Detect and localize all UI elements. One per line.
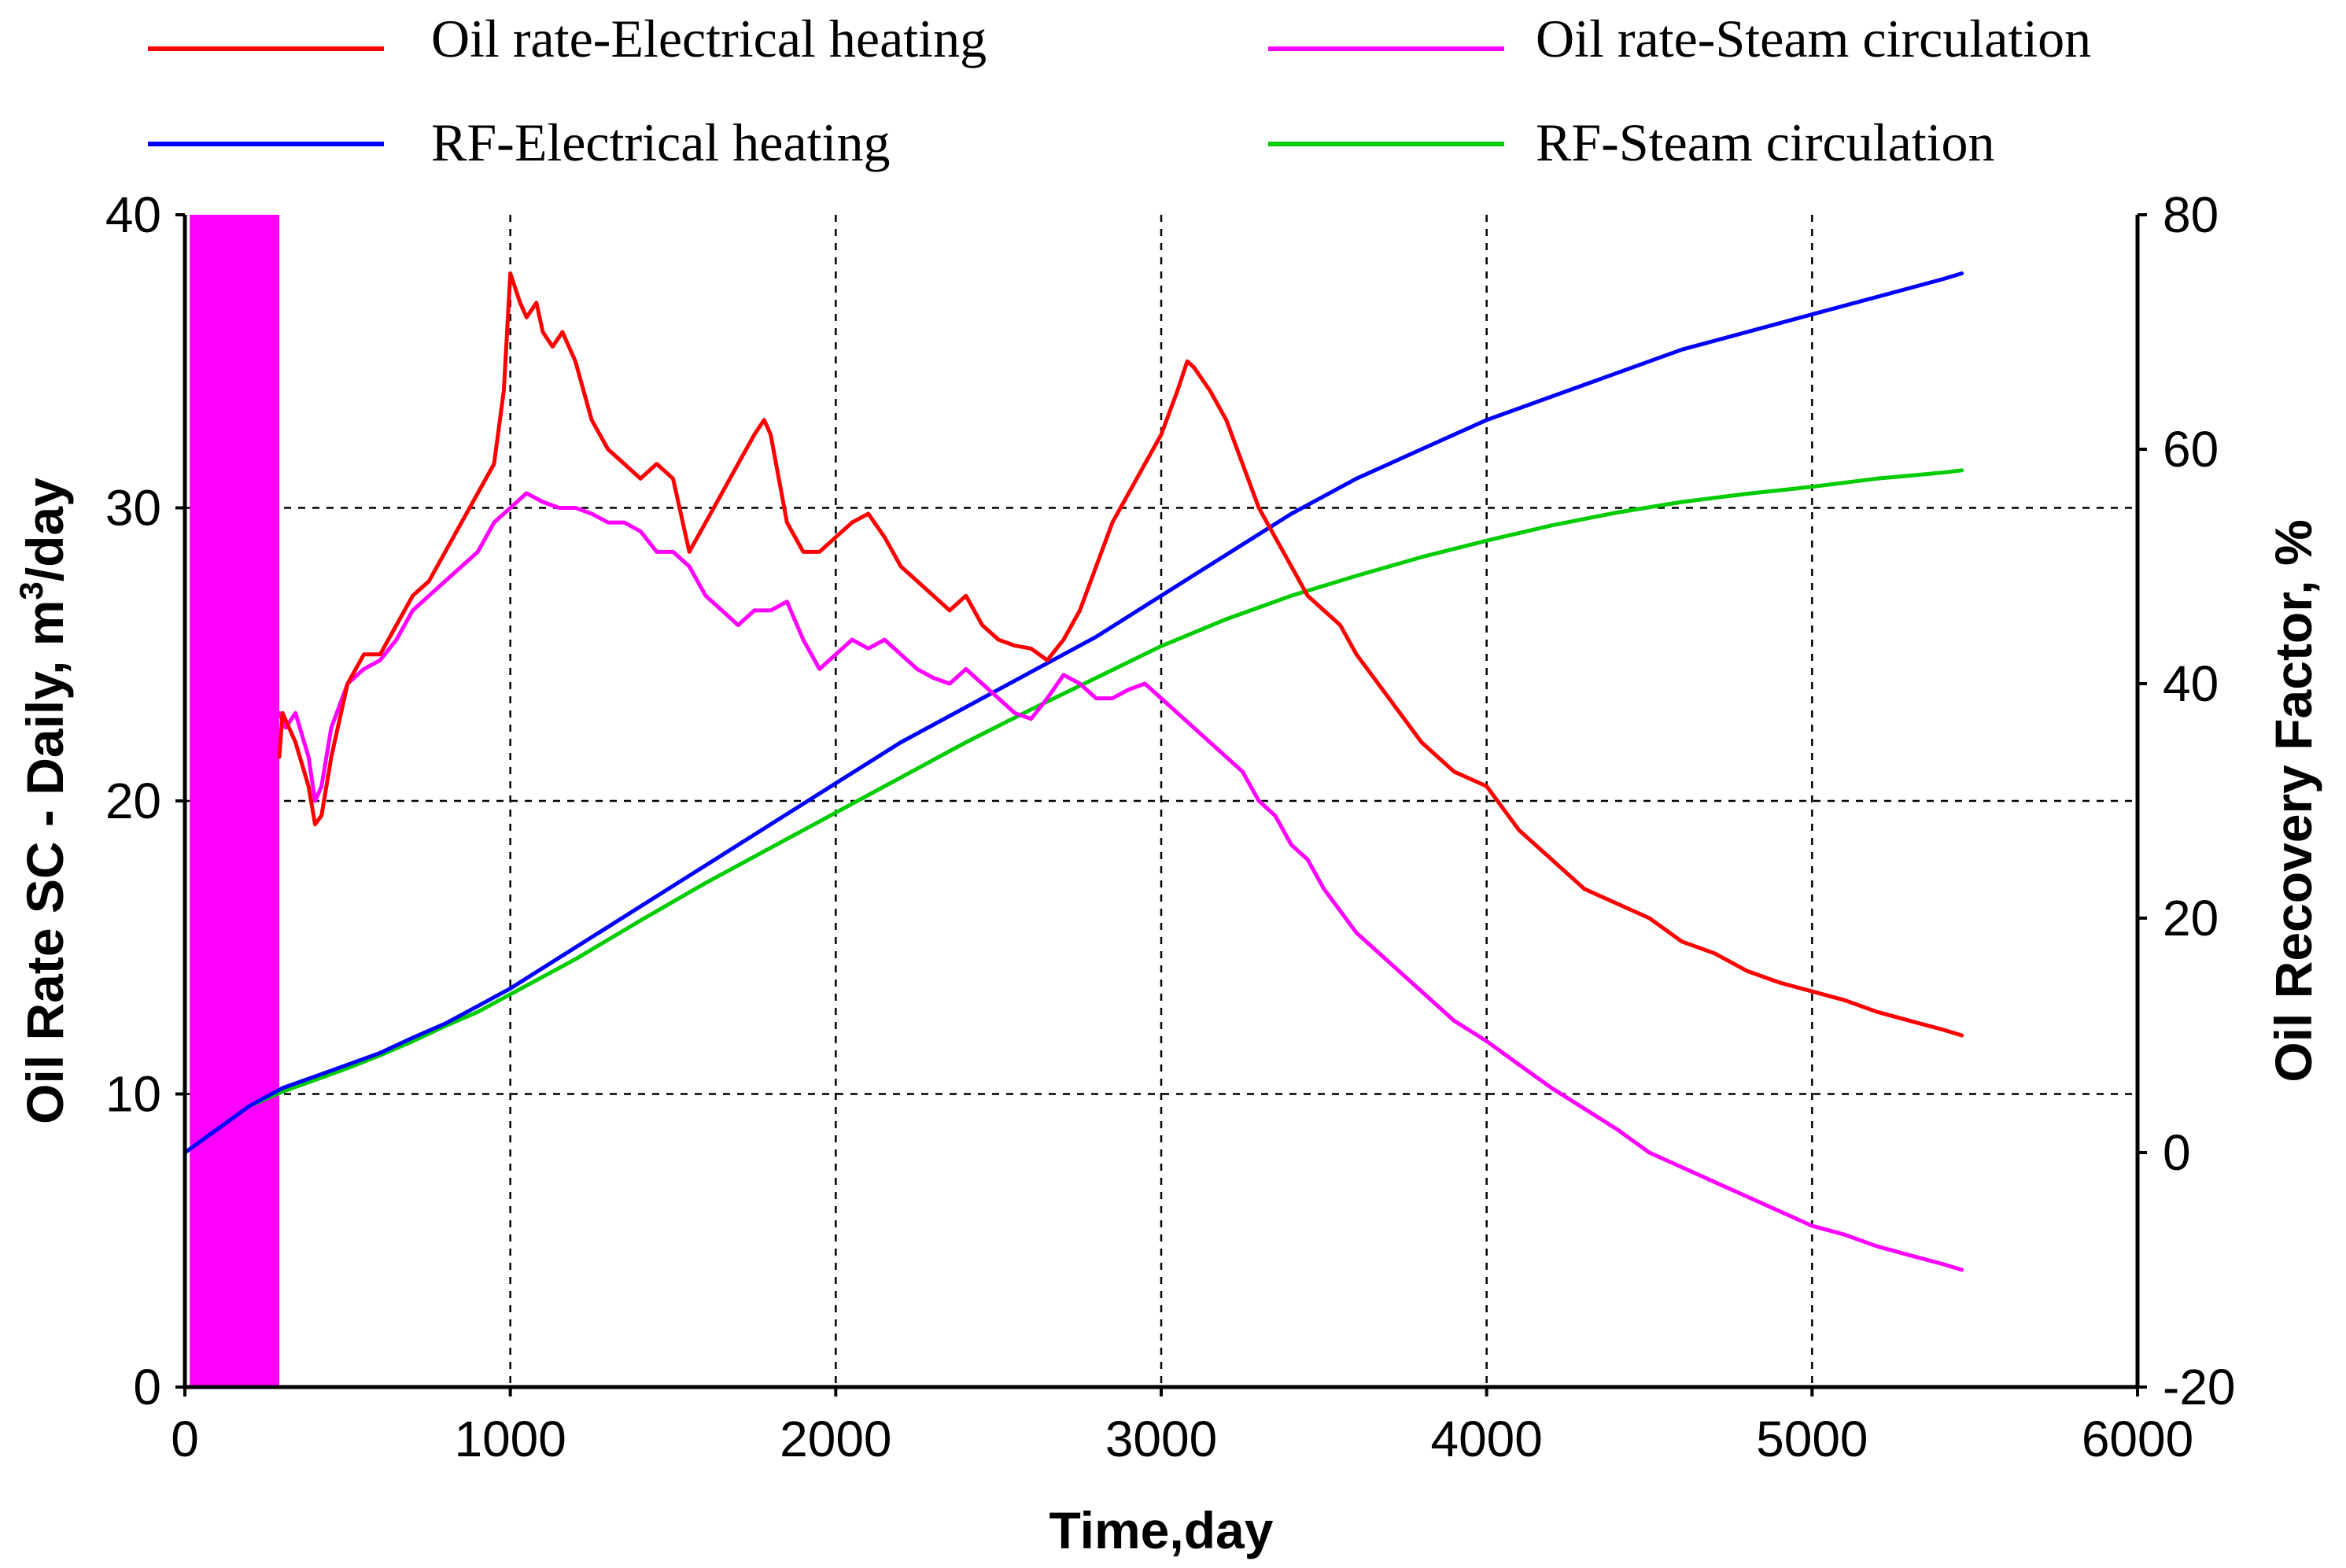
series-line-rf-steam-circulation [183,468,1964,1155]
x-tick-label: 3000 [1105,1411,1217,1467]
x-tick-label: 6000 [2082,1411,2193,1467]
tick-labels: 0 1000 2000 3000 4000 5000 6000 0 10 20 30 40 -20 0 20… [105,186,2236,1467]
y-right-tick-label: -20 [2163,1359,2236,1415]
x-tick-label: 2000 [780,1411,891,1467]
x-tick-label: 0 [171,1411,199,1467]
steam-warmup-oscillation [190,215,279,1387]
legend-label-oil-rate-steam: Oil rate-Steam circulation [1536,9,2091,68]
x-axis-title: Time,day [1049,1501,1274,1559]
y-right-tick-label: 0 [2163,1124,2191,1181]
y-axis-left-title: Oil Rate SC - Daily, m3/day [13,478,74,1124]
x-tick-label: 1000 [454,1411,566,1467]
series-line-oil-rate-steam-circulation [277,491,1964,1272]
series-line-rf-electrical-heating [183,271,1964,1155]
x-tick-label: 5000 [1756,1411,1868,1467]
legend-label-oil-rate-electrical: Oil rate-Electrical heating [431,9,987,68]
y-right-tick-label: 80 [2163,186,2219,243]
y-axis-right-title: Oil Recovery Factor, % [2264,519,2322,1082]
x-tick-label: 4000 [1430,1411,1542,1467]
legend-label-rf-steam: RF-Steam circulation [1536,113,1995,172]
y-right-tick-label: 60 [2163,421,2219,478]
y-left-tick-label: 30 [105,480,161,537]
grid [185,215,2138,1387]
series-layer [183,271,1964,1272]
y-right-tick-label: 20 [2163,890,2219,946]
y-right-tick-label: 40 [2163,655,2219,712]
y-left-tick-label: 40 [105,186,161,243]
y-left-tick-label: 10 [105,1066,161,1123]
y-left-tick-label: 20 [105,773,161,829]
legend-label-rf-electrical: RF-Electrical heating [431,113,890,172]
y-left-tick-label: 0 [133,1359,161,1415]
legend: Oil rate-Electrical heating Oil rate-Ste… [148,9,2091,172]
series-line-oil-rate-electrical-heating [277,271,1964,1038]
